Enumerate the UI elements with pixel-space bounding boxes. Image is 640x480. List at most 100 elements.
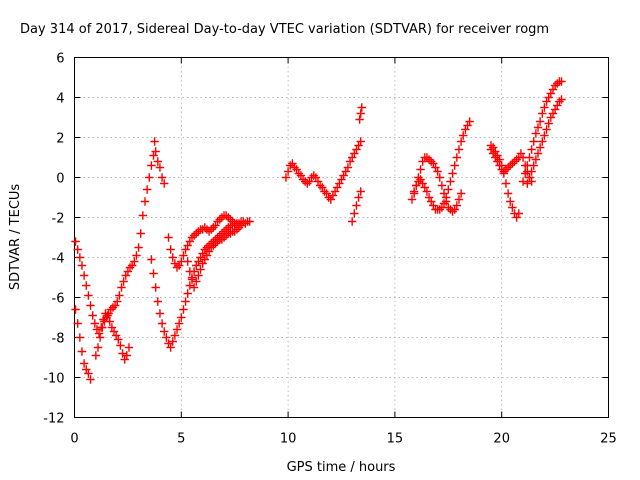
data-point bbox=[185, 281, 195, 290]
data-point bbox=[283, 167, 293, 176]
data-point bbox=[189, 283, 199, 292]
data-point bbox=[147, 255, 156, 264]
y-tick-label: 2 bbox=[56, 132, 64, 147]
data-point bbox=[91, 351, 101, 360]
data-point bbox=[185, 267, 195, 276]
data-point bbox=[465, 117, 474, 126]
series-a bbox=[71, 305, 95, 384]
data-point bbox=[84, 369, 93, 378]
y-tick-label: 6 bbox=[56, 52, 64, 67]
data-point bbox=[356, 187, 365, 196]
y-tick-label: 4 bbox=[56, 92, 64, 107]
data-point bbox=[166, 343, 175, 352]
data-point bbox=[446, 177, 455, 186]
data-point bbox=[525, 173, 534, 182]
data-point bbox=[439, 199, 449, 208]
data-point bbox=[518, 177, 528, 186]
data-point bbox=[514, 209, 523, 218]
data-point bbox=[151, 283, 160, 292]
data-point bbox=[508, 203, 517, 212]
data-point bbox=[422, 187, 432, 196]
plot-frame bbox=[74, 57, 609, 418]
data-point bbox=[456, 189, 466, 198]
data-point bbox=[124, 343, 134, 352]
data-point bbox=[448, 169, 457, 178]
data-point bbox=[151, 147, 160, 156]
data-point bbox=[183, 289, 192, 298]
x-tick-label: 5 bbox=[177, 432, 185, 447]
data-point bbox=[529, 137, 538, 146]
data-point bbox=[157, 173, 167, 182]
data-point bbox=[416, 165, 425, 174]
data-point bbox=[168, 253, 177, 262]
data-point bbox=[160, 179, 169, 188]
data-point bbox=[84, 291, 93, 300]
data-points bbox=[71, 77, 566, 384]
data-point bbox=[503, 189, 513, 198]
data-point bbox=[95, 333, 105, 342]
series-i bbox=[355, 103, 366, 124]
series-g bbox=[281, 137, 365, 204]
data-point bbox=[407, 195, 417, 204]
data-point bbox=[140, 197, 150, 206]
data-point bbox=[94, 329, 104, 338]
data-point bbox=[437, 181, 447, 190]
data-point bbox=[409, 187, 419, 196]
data-point bbox=[77, 261, 87, 270]
x-axis-label: GPS time / hours bbox=[287, 460, 396, 475]
data-point bbox=[71, 305, 80, 314]
data-point bbox=[118, 349, 127, 358]
data-point bbox=[162, 333, 171, 342]
data-point bbox=[452, 201, 462, 210]
data-point bbox=[535, 143, 545, 152]
series-k bbox=[409, 117, 474, 214]
data-point bbox=[525, 153, 534, 162]
data-point bbox=[454, 145, 464, 154]
data-point bbox=[456, 137, 466, 146]
data-point bbox=[168, 337, 177, 346]
series-o bbox=[523, 95, 566, 188]
data-point bbox=[441, 193, 451, 202]
data-point bbox=[117, 283, 126, 292]
data-point bbox=[352, 201, 361, 210]
data-point bbox=[236, 221, 246, 230]
y-tick-label: -10 bbox=[43, 372, 64, 387]
data-point bbox=[459, 131, 468, 140]
series-n bbox=[518, 77, 566, 186]
y-tick-label: -4 bbox=[52, 252, 65, 267]
y-tick-labels: -12 -10 -8 -6 -4 -2 0 2 4 6 bbox=[43, 52, 64, 427]
data-point bbox=[343, 163, 353, 172]
data-point bbox=[281, 173, 291, 182]
y-axis-label: SDTVAR / TECUs bbox=[8, 184, 23, 291]
data-point bbox=[149, 269, 158, 278]
data-point bbox=[454, 195, 464, 204]
data-point bbox=[544, 119, 553, 128]
data-point bbox=[98, 323, 107, 332]
data-point bbox=[79, 359, 89, 368]
data-point bbox=[130, 257, 139, 266]
data-point bbox=[75, 333, 85, 342]
x-tick-label: 25 bbox=[600, 432, 617, 447]
data-point bbox=[452, 153, 462, 162]
data-point bbox=[86, 301, 95, 310]
data-point bbox=[450, 161, 459, 170]
data-point bbox=[75, 253, 85, 262]
data-point bbox=[79, 271, 89, 280]
y-tick-label: -2 bbox=[52, 212, 65, 227]
data-point bbox=[196, 265, 205, 274]
data-point bbox=[533, 149, 543, 158]
data-point bbox=[557, 77, 566, 86]
y-tick-label: -8 bbox=[52, 332, 65, 347]
series-b bbox=[71, 237, 134, 364]
data-point bbox=[542, 125, 551, 134]
data-point bbox=[228, 217, 237, 226]
data-point bbox=[540, 103, 549, 112]
data-point bbox=[531, 129, 541, 138]
data-point bbox=[170, 331, 180, 340]
data-point bbox=[355, 115, 364, 124]
series-m bbox=[486, 145, 536, 186]
data-point bbox=[347, 217, 357, 226]
data-point bbox=[183, 257, 192, 266]
data-point bbox=[356, 137, 365, 146]
